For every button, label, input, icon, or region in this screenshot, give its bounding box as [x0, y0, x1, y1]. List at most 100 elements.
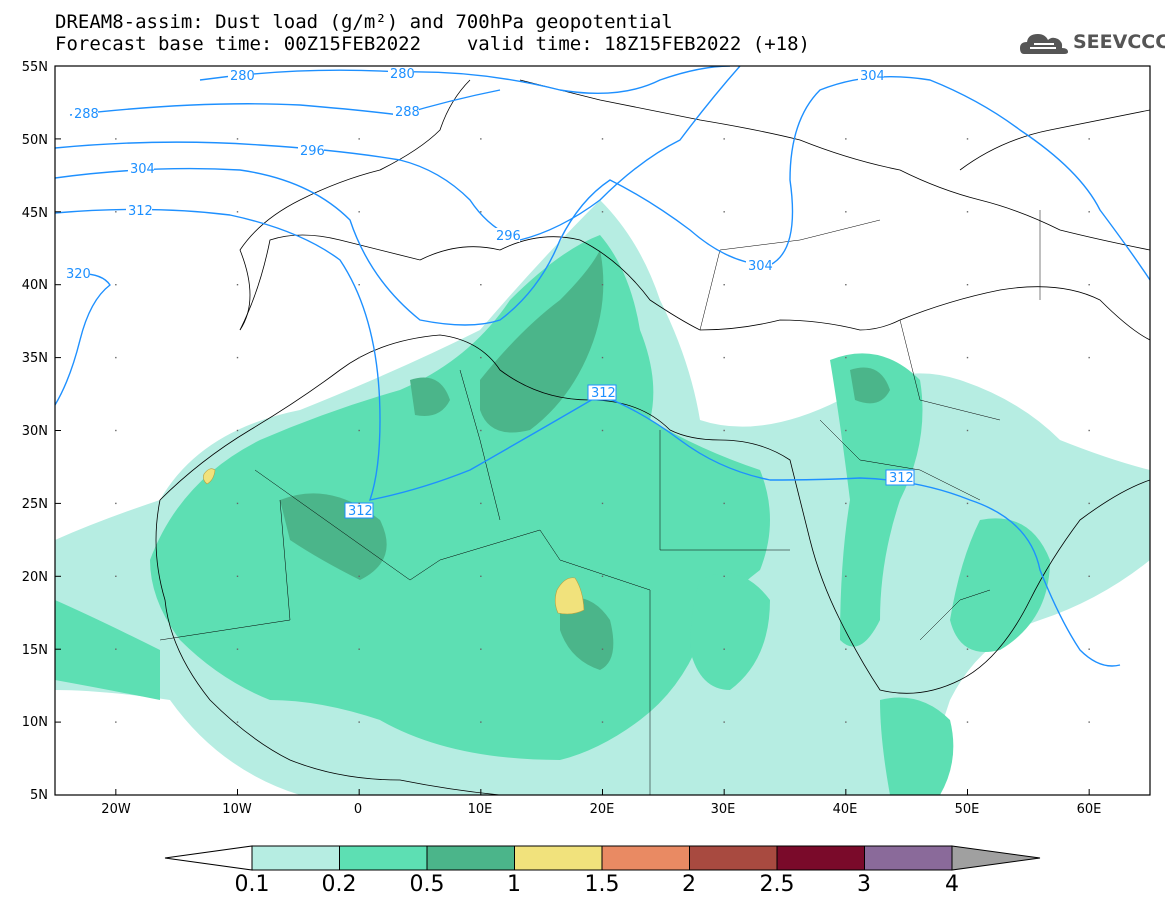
- lon-tick-label: 20E: [590, 802, 615, 817]
- graticule-dot: [601, 721, 604, 723]
- graticule-dot: [480, 356, 482, 359]
- graticule-dot: [1088, 502, 1090, 505]
- graticule-dot: [1088, 429, 1090, 432]
- contour-label: 312: [128, 204, 153, 219]
- graticule-dot: [236, 356, 239, 359]
- colorbar-label: 1: [507, 872, 521, 897]
- lat-axis: 55N 50N 45N 40N 35N 30N 25N 20N 15N 10N …: [22, 60, 61, 803]
- contour-label-group: 280 280 288 288 296 296 304 304 304 312 …: [64, 66, 915, 519]
- contour-label: 288: [74, 107, 99, 122]
- graticule-dot: [358, 502, 360, 505]
- graticule-dot: [966, 648, 969, 650]
- graticule-dot: [845, 648, 847, 650]
- graticule-dot: [115, 284, 117, 286]
- graticule-dot: [723, 138, 725, 140]
- graticule-dot: [723, 502, 725, 505]
- lat-tick-label: 40N: [22, 278, 48, 293]
- graticule-dot: [723, 211, 725, 213]
- graticule-dot: [358, 721, 360, 723]
- lon-tick-label: 50E: [955, 802, 980, 817]
- graticule-dot: [358, 429, 360, 432]
- graticule-dot: [845, 284, 847, 286]
- cloud-icon: [1020, 34, 1068, 54]
- graticule-dot: [115, 721, 117, 723]
- colorbar-label: 0.2: [321, 872, 357, 897]
- colorbar-label: 3: [857, 872, 871, 897]
- graticule-dot: [358, 138, 360, 140]
- colorbar-label: 2.5: [759, 872, 795, 897]
- graticule-dot: [966, 721, 969, 723]
- graticule-dot: [845, 721, 847, 723]
- graticule-dot: [236, 721, 239, 723]
- borders: [159, 210, 1041, 795]
- graticule-dot: [845, 356, 847, 359]
- graticule-dot: [845, 138, 847, 140]
- graticule-dot: [966, 502, 969, 505]
- colorbar: [164, 845, 1041, 871]
- graticule-dot: [723, 356, 725, 359]
- graticule-dot: [1088, 211, 1090, 213]
- lat-tick-label: 20N: [22, 570, 48, 585]
- graticule-dot: [601, 284, 604, 286]
- colorbar-label: 0.5: [409, 872, 445, 897]
- coastlines: [155, 79, 1150, 795]
- lon-tick-label: 30E: [711, 802, 736, 817]
- colorbar-cell: [339, 845, 428, 871]
- graticule-dot: [845, 502, 847, 505]
- lat-tick-label: 25N: [22, 497, 48, 512]
- contour-label: 320: [66, 267, 91, 282]
- colorbar-cell: [864, 845, 953, 871]
- colorbar-over-arrow: [951, 845, 1041, 871]
- graticule-dot: [845, 429, 847, 432]
- graticule-dot: [966, 356, 969, 359]
- colorbar-cell: [689, 845, 778, 871]
- lat-tick-label: 50N: [22, 133, 48, 148]
- graticule-dot: [358, 648, 360, 650]
- graticule-dot: [966, 138, 969, 140]
- graticule-dot: [723, 721, 725, 723]
- graticule-dot: [480, 721, 482, 723]
- contour-label: 296: [300, 144, 325, 159]
- graticule-dot: [358, 284, 360, 286]
- graticule-dot: [601, 502, 604, 505]
- graticule-dot: [601, 429, 604, 432]
- lat-tick-label: 5N: [30, 788, 48, 803]
- graticule-dot: [480, 138, 482, 140]
- contour-label: 280: [390, 67, 415, 82]
- contour-label: 312: [591, 386, 616, 401]
- graticule-dot: [1088, 648, 1090, 650]
- geopotential-contours: [55, 66, 1150, 667]
- colorbar-label: 0.1: [234, 872, 270, 897]
- colorbar-cell: [514, 845, 603, 871]
- graticule-dot: [115, 502, 117, 505]
- base-time: Forecast base time: 00Z15FEB2022: [55, 33, 422, 55]
- graticule-dot: [480, 502, 482, 505]
- graticule-dot: [236, 429, 239, 432]
- dust-band-1: [203, 468, 585, 615]
- graticule-dot: [480, 429, 482, 432]
- graticule-dot: [966, 211, 969, 213]
- colorbar-cell: [426, 845, 515, 871]
- contour-label: 304: [748, 259, 773, 274]
- graticule-dot: [845, 211, 847, 213]
- lat-tick-label: 15N: [22, 643, 48, 658]
- graticule-dot: [601, 356, 604, 359]
- colorbar-under-arrow: [164, 845, 253, 871]
- lat-tick-label: 45N: [22, 206, 48, 221]
- contour-label: 280: [230, 69, 255, 84]
- graticule-dot: [1088, 138, 1090, 140]
- graticule-dot: [358, 211, 360, 213]
- graticule-dot: [236, 138, 239, 140]
- colorbar-cell: [601, 845, 690, 871]
- graticule-dot: [480, 648, 482, 650]
- graticule-dot: [1088, 356, 1090, 359]
- graticule-dot: [480, 575, 482, 577]
- graticule-dot: [236, 211, 239, 213]
- graticule-dot: [723, 429, 725, 432]
- graticule-dot: [236, 284, 239, 286]
- graticule-dot: [723, 284, 725, 286]
- dust-band-0-2: [55, 235, 1050, 795]
- colorbar-label: 1.5: [584, 872, 620, 897]
- graticule-dot: [115, 575, 117, 577]
